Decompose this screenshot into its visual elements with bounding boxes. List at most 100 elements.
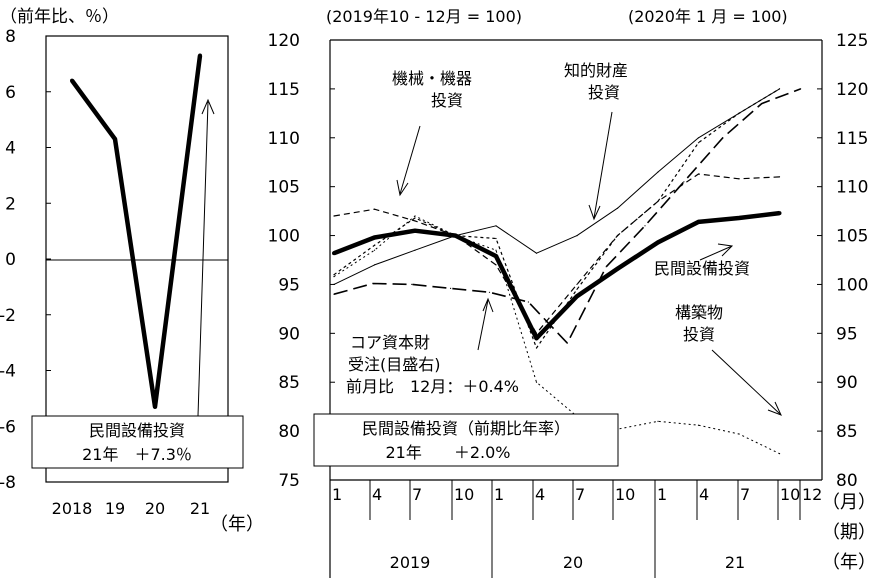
- series-point-3: [373, 249, 376, 251]
- left-series-point: [198, 53, 202, 58]
- arrow-structures: [711, 349, 781, 415]
- right-right-y-tick-label: 125: [836, 31, 868, 51]
- left-annotation-arrowhead: [201, 98, 215, 115]
- label-core-3: 前月比 12月：＋0.4%: [346, 377, 519, 396]
- right-right-y-tick-label: 95: [836, 324, 858, 344]
- series-point-2: [697, 137, 700, 139]
- label-core-1: コア資本財: [350, 333, 430, 352]
- series-point-2: [535, 252, 538, 254]
- left-x-tick-label: 19: [105, 499, 125, 518]
- right-annotation-box: [313, 413, 619, 467]
- series-point-5: [333, 293, 335, 295]
- left-y-axis: 8 6 4 2 0 -2 -4 -6 -8: [0, 27, 51, 493]
- left-y-tick-label: 0: [5, 250, 16, 270]
- series-point-5: [761, 103, 763, 105]
- right-right-y-tick-label: 120: [836, 80, 868, 100]
- series-point-0: [777, 211, 782, 216]
- left-unit-label: （前年比、％）: [0, 7, 119, 27]
- series-point-2: [414, 249, 416, 251]
- series-point-2: [616, 207, 619, 209]
- series-point-1: [738, 112, 740, 114]
- series-point-5: [605, 266, 607, 268]
- right-right-y-tick-label: 110: [836, 178, 868, 198]
- arrowhead-structures: [767, 401, 782, 416]
- right-left-y-tick-label: 80: [278, 422, 300, 442]
- right-right-y-tick-label: 90: [836, 373, 858, 393]
- series-point-4: [373, 208, 376, 210]
- right-x-tick-label: 1: [657, 485, 667, 504]
- right-x-axis: 1 4 7 10 1 4 7 10 1 4 7 10 12: [329, 480, 822, 520]
- unit-month: （月）: [822, 492, 876, 513]
- series-point-0: [494, 254, 498, 259]
- left-annotation-line2: 21年 ＋7.3％: [82, 445, 192, 464]
- left-y-tick-label: -2: [0, 306, 16, 326]
- series-point-4: [738, 178, 740, 180]
- series-point-1: [495, 237, 497, 240]
- right-x-tick-label: 1: [332, 485, 342, 504]
- year-label: 21: [725, 553, 745, 572]
- series-point-4: [657, 200, 659, 202]
- left-y-tick-label: -8: [0, 473, 16, 493]
- series-point-1: [333, 274, 335, 276]
- series-point-1: [778, 88, 781, 90]
- left-plot-frame: [45, 35, 229, 483]
- series-point-5: [527, 301, 530, 303]
- series-point-4: [576, 283, 578, 285]
- right-left-y-tick-label: 75: [278, 471, 300, 491]
- series-point-1: [373, 244, 376, 246]
- series-point-3: [778, 453, 781, 455]
- unit-year: （年）: [822, 552, 876, 573]
- left-series-line: [70, 55, 203, 409]
- right-x-tick-label: 10: [615, 485, 635, 504]
- right-left-y-tick-label: 100: [268, 227, 300, 247]
- series-point-0: [372, 235, 377, 240]
- left-x-tick-label: 21: [190, 499, 210, 518]
- year-label: 2019: [390, 553, 431, 572]
- series-point-0: [534, 336, 539, 341]
- label-ip-1: 知的財産: [564, 61, 628, 80]
- right-x-tick-label: 1: [494, 485, 504, 504]
- label-machinery-1: 機械・機器: [392, 69, 472, 88]
- left-series-group: [70, 53, 203, 409]
- right-left-y-tick-label: 90: [278, 324, 300, 344]
- series-line-4: [333, 173, 780, 334]
- right-x-tick-label: 10: [780, 485, 800, 504]
- series-point-0: [332, 251, 336, 256]
- series-point-5: [683, 181, 685, 183]
- arrow-machinery: [399, 125, 421, 195]
- right-left-y-tick-label: 120: [268, 31, 300, 51]
- right-x-tick-label: 12: [802, 485, 822, 504]
- arrow-ip: [593, 111, 613, 219]
- left-y-tick-label: 8: [5, 27, 16, 47]
- series-point-5: [372, 282, 374, 285]
- year-label: 20: [563, 553, 583, 572]
- series-point-4: [414, 220, 416, 222]
- arrow-core: [477, 299, 489, 351]
- series-point-3: [738, 433, 740, 435]
- left-series-point: [153, 404, 157, 409]
- right-right-y-tick-label: 85: [836, 422, 858, 442]
- right-right-y-tick-label: 115: [836, 129, 868, 149]
- series-line-2: [333, 88, 780, 285]
- series-point-0: [575, 294, 579, 299]
- left-axis-label: (2019年10 - 12月 = 100): [326, 7, 522, 26]
- right-left-y-tick-label: 85: [278, 373, 300, 393]
- right-x-tick-label: 4: [372, 485, 382, 504]
- right-x-tick-label: 10: [454, 485, 474, 504]
- right-right-y-tick-label: 80: [836, 471, 858, 491]
- right-annotation-line1: 民間設備投資（前期比年率）: [362, 419, 570, 438]
- left-y-tick-label: 6: [5, 83, 16, 103]
- series-point-3: [414, 215, 416, 217]
- label-structures-1: 構築物: [675, 303, 723, 322]
- series-point-4: [778, 176, 781, 178]
- series-point-2: [495, 225, 497, 227]
- unit-quarter: （期）: [822, 522, 876, 543]
- series-point-5: [644, 225, 646, 227]
- series-point-0: [737, 216, 741, 220]
- series-point-1: [414, 217, 416, 219]
- label-core-2: 受注(目盛右): [348, 355, 441, 374]
- left-y-tick-label: 4: [5, 139, 16, 159]
- arrowhead-core: [482, 297, 494, 313]
- series-line-3: [333, 215, 780, 455]
